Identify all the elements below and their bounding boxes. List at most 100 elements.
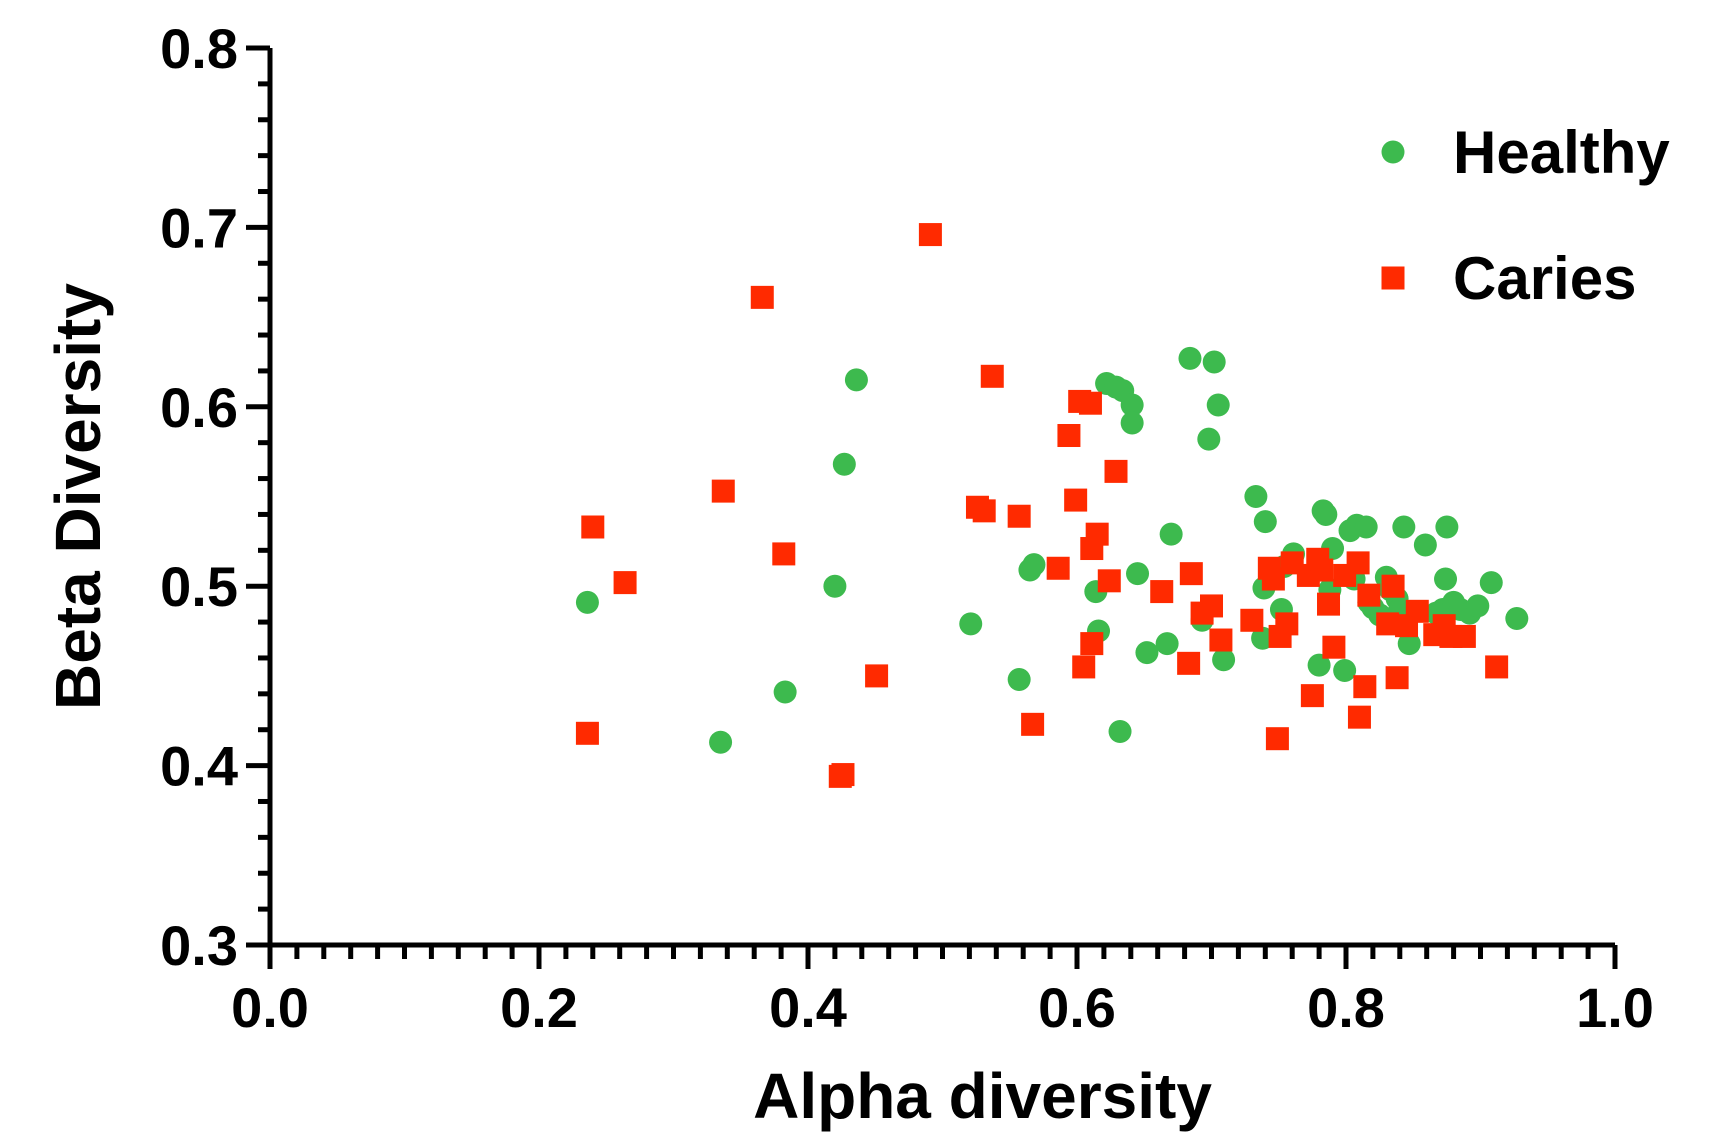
data-point [959,612,983,636]
data-point [1064,488,1088,512]
data-point [750,285,774,309]
data-point [1155,632,1179,656]
data-point [1392,515,1416,539]
y-axis-title: Beta Diversity [42,283,114,710]
data-point [1479,571,1503,595]
data-point [1046,556,1070,580]
data-point [1300,684,1324,708]
data-point [1057,424,1081,448]
data-point [772,542,796,566]
data-point [709,730,733,754]
data-point [711,479,735,503]
data-point [980,364,1004,388]
data-point [1307,653,1331,677]
data-point [1178,346,1202,370]
data-point [1179,562,1203,586]
series-healthy [575,346,1529,754]
data-point [1397,632,1421,656]
x-tick-label: 1.0 [1576,976,1654,1039]
data-point [1209,628,1233,652]
data-point [918,223,942,247]
data-point [1007,504,1031,528]
data-point [575,590,599,614]
data-point [1405,599,1429,623]
data-point [1265,727,1289,751]
y-tick-label: 0.6 [160,376,238,439]
data-point [1385,666,1409,690]
data-point [972,499,996,523]
x-tick-label: 0.0 [231,976,309,1039]
y-tick-label: 0.3 [160,914,238,977]
data-point [1253,510,1277,534]
x-tick-label: 0.8 [1307,976,1385,1039]
legend-marker-circle [1381,140,1405,164]
data-point [832,452,856,476]
data-point [1435,515,1459,539]
data-point [773,680,797,704]
data-point [1357,583,1381,607]
data-point [1261,567,1285,591]
data-point [1085,522,1109,546]
data-points [575,223,1529,788]
y-tick-label: 0.5 [160,555,238,618]
data-point [1275,612,1299,636]
data-point [1347,705,1371,729]
y-tick-label: 0.7 [160,196,238,259]
x-tick-label: 0.2 [500,976,578,1039]
data-point [1333,659,1357,683]
data-point [1413,533,1437,557]
data-point [1244,485,1268,508]
data-point [1314,502,1338,526]
data-point [1177,651,1201,675]
data-point [1206,393,1230,417]
data-point [1072,655,1096,679]
data-point [1452,624,1476,648]
data-point [844,368,868,392]
data-point [1381,574,1405,598]
data-point [1104,459,1128,483]
x-tick-label: 0.6 [1038,976,1116,1039]
legend-marker-square [1381,266,1405,290]
data-point [1200,594,1223,618]
data-point [823,574,847,598]
legend-label: Caries [1453,245,1636,312]
data-point [1108,720,1132,744]
data-point [1022,553,1046,577]
y-tick-label: 0.8 [160,17,238,80]
data-point [1485,655,1509,679]
data-point [1346,551,1370,575]
data-point [1240,608,1264,632]
data-point [1007,667,1031,691]
series-caries [575,223,1509,788]
data-point [1078,391,1102,415]
data-point [1212,648,1236,672]
data-point [1021,712,1045,736]
data-point [1150,580,1174,604]
data-point [865,664,889,688]
axes: 0.3 0.4 0.5 0.6 0.7 0.8 0.0 0.2 0.4 0.6 0.8 1.0 [160,17,1654,1039]
legend: Healthy Caries [1381,119,1670,312]
data-point [575,721,599,745]
data-point [1251,626,1275,650]
data-point [1080,632,1104,656]
data-point [1376,612,1400,636]
data-point [1197,427,1221,451]
data-point [1159,522,1183,546]
y-tick-label: 0.4 [160,735,238,798]
data-point [1434,567,1458,591]
data-point [581,515,605,539]
data-point [613,571,637,595]
data-point [831,763,855,787]
data-point [1354,515,1378,539]
x-axis-title: Alpha diversity [753,1060,1212,1132]
data-point [1310,558,1334,582]
data-point [1353,675,1377,699]
data-point [1097,569,1121,593]
data-point [1505,606,1529,630]
data-point [1120,393,1144,417]
data-point [1322,635,1346,659]
data-point [1466,594,1490,618]
data-point [1126,562,1150,586]
legend-label: Healthy [1453,119,1670,186]
